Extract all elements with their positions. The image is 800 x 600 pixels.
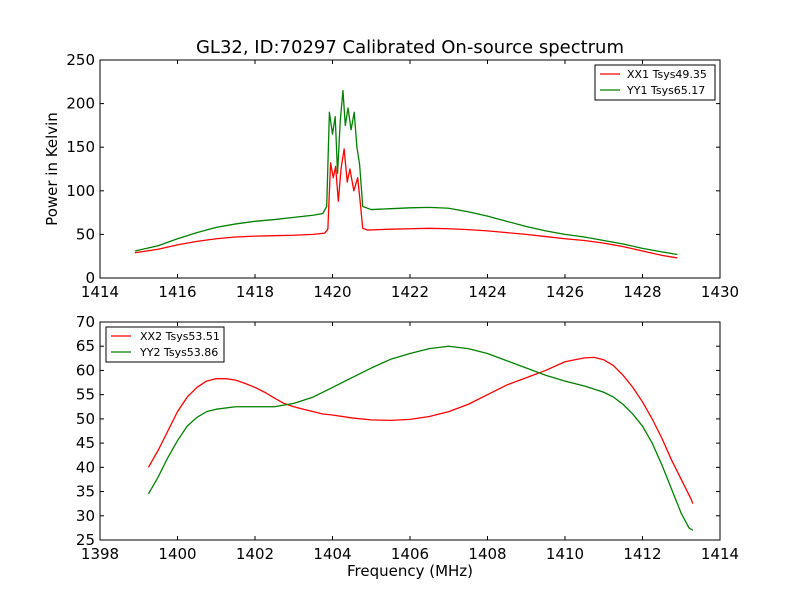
- bottom-y-tick-label: 25: [76, 531, 95, 549]
- bottom-y-tick-label: 40: [76, 458, 95, 476]
- top-y-tick-label: 200: [66, 95, 95, 113]
- top-x-tick-label: 1422: [391, 283, 429, 301]
- top-series-line-0: [134, 148, 678, 259]
- top-y-tick-label: 0: [85, 269, 95, 287]
- top-plot-ticks: 1414 1416 1418 1420 1422 1424 1426 1428 1430 0 50 1…: [66, 51, 739, 301]
- bottom-series-line-1: [147, 345, 694, 531]
- top-x-tick-label: 1416: [158, 283, 196, 301]
- top-x-tick-label: 1414: [81, 283, 119, 301]
- bottom-y-tick-label: 65: [76, 337, 95, 355]
- top-legend-box: [594, 64, 716, 101]
- top-y-tick-label: 100: [66, 182, 95, 200]
- bottom-legend-label-xx2: XX2 Tsys53.51: [140, 330, 220, 343]
- bottom-legend-box: [105, 326, 225, 363]
- bottom-x-tick-label: 1406: [391, 545, 429, 563]
- bottom-x-axis-label: Frequency (MHz): [347, 562, 473, 580]
- bottom-y-tick-label: 60: [76, 361, 95, 379]
- top-x-tick-label: 1424: [468, 283, 506, 301]
- bottom-y-tick-label: 45: [76, 434, 95, 452]
- top-y-tick-label: 250: [66, 51, 95, 69]
- top-y-axis-label: Power in Kelvin: [43, 112, 61, 226]
- bottom-x-tick-label: 1414: [701, 545, 739, 563]
- top-plot: 1414 1416 1418 1420 1422 1424 1426 1428 1430 0 50 1…: [43, 51, 739, 301]
- bottom-x-tick-label: 1402: [236, 545, 274, 563]
- chart-title: GL32, ID:70297 Calibrated On-source spec…: [196, 37, 624, 58]
- top-x-tick-label: 1428: [623, 283, 661, 301]
- top-legend-label-xx1: XX1 Tsys49.35: [627, 68, 707, 81]
- bottom-x-tick-label: 1408: [468, 545, 506, 563]
- top-y-tick-label: 50: [76, 225, 95, 243]
- top-x-tick-label: 1418: [236, 283, 274, 301]
- top-legend: XX1 Tsys49.35 YY1 Tsys65.17: [594, 64, 716, 101]
- top-x-tick-label: 1430: [701, 283, 739, 301]
- top-x-tick-label: 1420: [313, 283, 351, 301]
- bottom-x-tick-label: 1410: [546, 545, 584, 563]
- bottom-x-tick-label: 1400: [158, 545, 196, 563]
- bottom-x-tick-label: 1404: [313, 545, 351, 563]
- bottom-y-tick-label: 30: [76, 507, 95, 525]
- top-legend-label-yy1: YY1 Tsys65.17: [626, 84, 705, 97]
- bottom-plot-series: [147, 345, 694, 531]
- top-x-tick-label: 1426: [546, 283, 584, 301]
- bottom-legend-label-yy2: YY2 Tsys53.86: [139, 346, 218, 359]
- bottom-y-tick-label: 55: [76, 386, 95, 404]
- bottom-y-tick-label: 70: [76, 313, 95, 331]
- bottom-series-line-0: [147, 356, 694, 504]
- bottom-plot-ticks: 1398 1400 1402 1404 1406 1408 1410 1412 1414 25 30…: [76, 313, 739, 563]
- top-series-line-1: [134, 89, 678, 256]
- top-plot-series: [134, 89, 678, 259]
- top-y-tick-label: 150: [66, 138, 95, 156]
- bottom-x-tick-label: 1412: [623, 545, 661, 563]
- bottom-plot: 1398 1400 1402 1404 1406 1408 1410 1412 1414 25 30…: [76, 313, 739, 580]
- bottom-legend: XX2 Tsys53.51 YY2 Tsys53.86: [105, 326, 225, 363]
- bottom-x-tick-label: 1398: [81, 545, 119, 563]
- bottom-y-tick-label: 35: [76, 483, 95, 501]
- bottom-y-tick-label: 50: [76, 410, 95, 428]
